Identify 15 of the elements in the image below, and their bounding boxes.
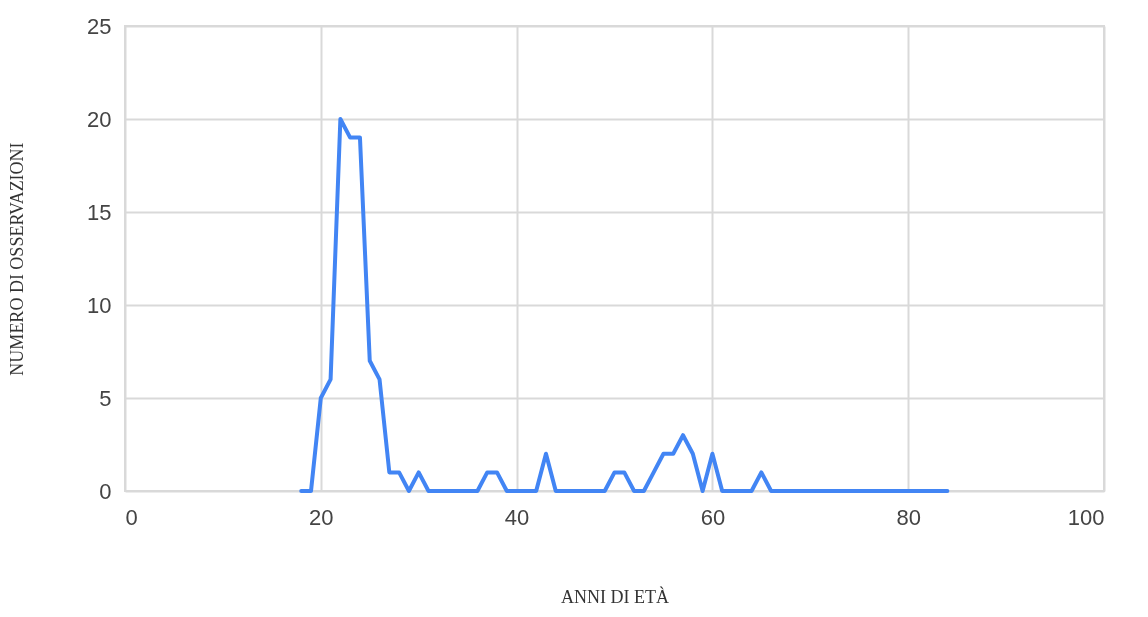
y-axis-title: NUMERO DI OSSERVAZIONI <box>7 142 28 376</box>
x-tick-label: 60 <box>700 504 726 530</box>
y-tick-label: 5 <box>99 385 112 411</box>
x-tick-label: 20 <box>309 504 334 530</box>
x-tick-label: 0 <box>125 504 138 530</box>
x-tick-label: 100 <box>1067 504 1105 530</box>
x-tick-label: 40 <box>504 504 530 530</box>
y-tick-label: 0 <box>99 478 112 504</box>
y-tick-label: 20 <box>87 106 112 132</box>
y-tick-label: 25 <box>87 13 112 39</box>
y-tick-label: 15 <box>87 199 112 225</box>
x-axis-title: ANNI DI ETÀ <box>561 585 669 607</box>
line-series <box>299 117 950 493</box>
x-tick-label: 80 <box>896 504 921 530</box>
y-tick-label: 10 <box>87 292 112 318</box>
